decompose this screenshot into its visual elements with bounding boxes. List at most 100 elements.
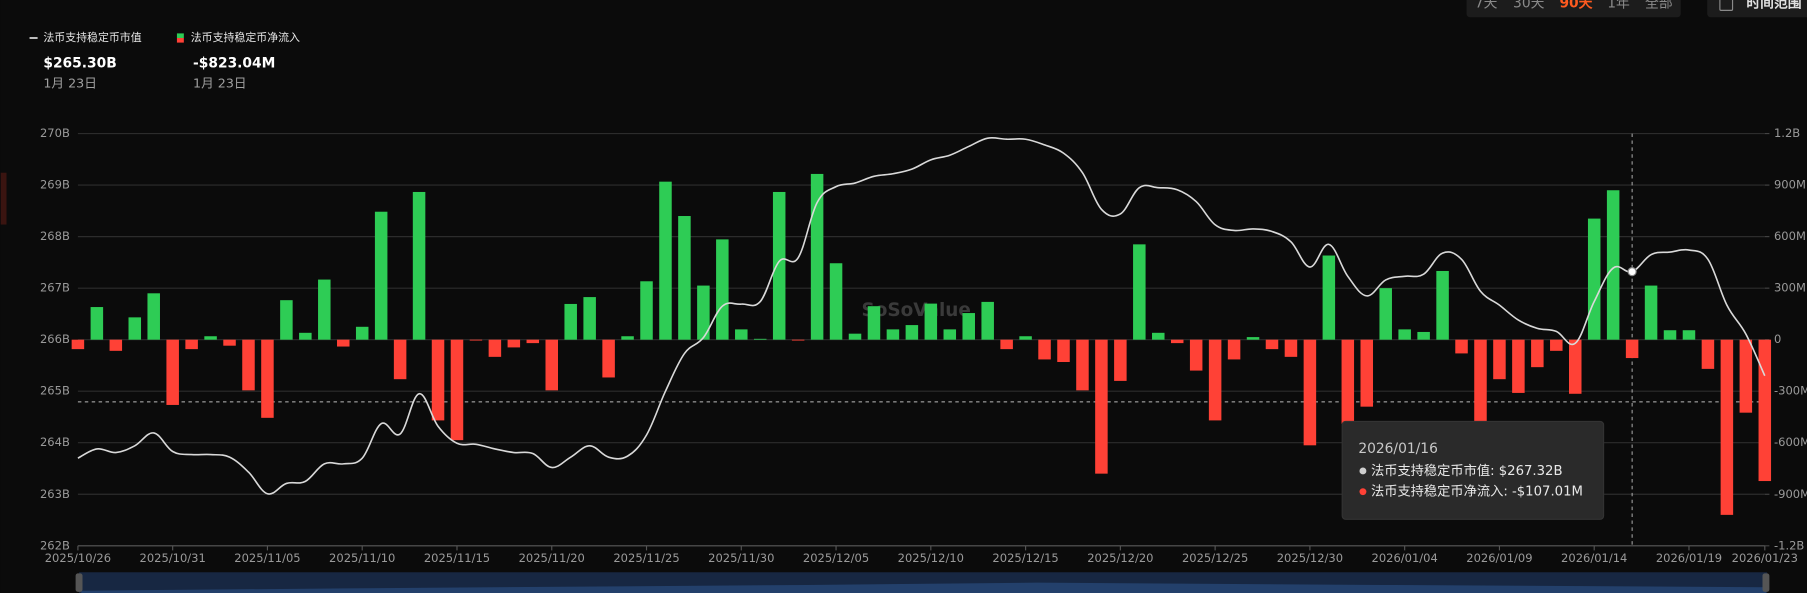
calendar-icon bbox=[1719, 0, 1734, 11]
bar bbox=[810, 173, 824, 340]
bar bbox=[1303, 339, 1317, 446]
x-tick-label: 2025/12/25 bbox=[1182, 551, 1248, 565]
range-selector[interactable]: 时间范围 7天 30天 90天 1年 全部 bbox=[1466, 0, 1807, 18]
range-button[interactable]: 全部 bbox=[1645, 0, 1673, 11]
bar bbox=[128, 317, 142, 340]
y-tick-label: 267B bbox=[40, 281, 70, 295]
tooltip-box bbox=[1341, 420, 1605, 520]
navigator-handle[interactable] bbox=[75, 573, 83, 592]
x-tick-label: 2025/10/31 bbox=[140, 551, 206, 565]
bar bbox=[1208, 339, 1222, 421]
bar bbox=[772, 191, 786, 340]
bar bbox=[848, 333, 862, 340]
bar bbox=[1341, 339, 1355, 424]
bar bbox=[1398, 329, 1411, 340]
y-tick-label: 266B bbox=[40, 332, 70, 346]
bar bbox=[374, 211, 388, 340]
bar bbox=[886, 329, 900, 340]
x-tick-label: 2025/12/30 bbox=[1277, 551, 1343, 565]
bar bbox=[583, 297, 596, 340]
bar bbox=[943, 329, 957, 340]
bar bbox=[1739, 339, 1753, 413]
bar bbox=[507, 339, 521, 348]
y2-tick-label: 0 bbox=[1774, 332, 1781, 346]
x-tick-label: 2026/01/23 bbox=[1732, 551, 1798, 565]
navigator[interactable] bbox=[75, 572, 1770, 593]
bar bbox=[1644, 285, 1658, 340]
bar bbox=[488, 339, 502, 357]
bar bbox=[735, 329, 748, 340]
x-tick-label: 2025/11/30 bbox=[708, 551, 774, 565]
bar bbox=[242, 339, 255, 391]
bar bbox=[1360, 339, 1374, 407]
x-tick-label: 2025/11/15 bbox=[424, 551, 490, 565]
y-tick-label: 265B bbox=[40, 384, 70, 398]
bar bbox=[431, 339, 445, 421]
bar bbox=[1474, 339, 1487, 423]
y2-tick-label: 600M bbox=[1774, 229, 1806, 243]
y-tick-label: 263B bbox=[40, 487, 70, 501]
bar bbox=[1417, 331, 1430, 340]
bar bbox=[753, 338, 767, 340]
tooltip-row: 法币支持稳定币净流入: -$107.01M bbox=[1371, 484, 1583, 500]
bar bbox=[337, 339, 350, 347]
bar bbox=[109, 339, 123, 351]
range-button[interactable]: 7天 bbox=[1475, 0, 1498, 11]
bar bbox=[1170, 339, 1184, 344]
bar bbox=[1038, 339, 1051, 360]
navigator-handle[interactable] bbox=[1762, 573, 1770, 592]
bar bbox=[791, 339, 805, 341]
bar bbox=[905, 325, 919, 340]
summary-value: -$823.04M bbox=[193, 55, 275, 71]
tooltip-dot bbox=[1359, 488, 1367, 496]
bar bbox=[1246, 337, 1260, 340]
bar bbox=[1152, 332, 1165, 340]
y-tick-label: 268B bbox=[40, 229, 70, 243]
bar bbox=[602, 339, 615, 378]
bar bbox=[867, 306, 881, 340]
bar bbox=[1663, 330, 1677, 340]
bar bbox=[1550, 339, 1563, 351]
bar bbox=[166, 339, 179, 405]
bar bbox=[526, 339, 540, 344]
hover-point bbox=[1627, 267, 1637, 277]
legend-label: 法币支持稳定币市值 bbox=[43, 30, 141, 44]
x-tick-label: 2026/01/04 bbox=[1372, 551, 1438, 565]
bar bbox=[1133, 244, 1146, 340]
bar bbox=[697, 285, 710, 340]
x-tick-label: 2025/12/15 bbox=[992, 551, 1058, 565]
bar bbox=[412, 191, 426, 340]
tooltip-row: 法币支持稳定币市值: $267.32B bbox=[1371, 462, 1563, 479]
bar bbox=[1436, 270, 1449, 340]
bar bbox=[204, 336, 217, 340]
y-tick-label: 270B bbox=[40, 126, 70, 140]
bar bbox=[1493, 339, 1506, 380]
range-button[interactable]: 1年 bbox=[1607, 0, 1630, 11]
bar bbox=[1114, 339, 1127, 381]
y2-tick-label: 300M bbox=[1774, 281, 1806, 295]
bar bbox=[1606, 190, 1620, 340]
bar bbox=[1000, 339, 1013, 350]
summary-value: $265.30B bbox=[43, 55, 116, 71]
bar bbox=[659, 181, 672, 340]
legend-swatch bbox=[176, 33, 184, 38]
x-tick-label: 2025/12/05 bbox=[803, 551, 869, 565]
bar bbox=[355, 326, 369, 340]
y-tick-label: 264B bbox=[40, 435, 70, 449]
range-button[interactable]: 90天 bbox=[1559, 0, 1592, 11]
tooltip-dot bbox=[1359, 467, 1367, 475]
bar bbox=[1758, 339, 1772, 482]
x-tick-label: 2026/01/14 bbox=[1561, 551, 1627, 565]
bar bbox=[545, 339, 559, 391]
tooltip: 2026/01/16 法币支持稳定币市值: $267.32B 法币支持稳定币净流入:… bbox=[1341, 420, 1605, 520]
y2-tick-label: -1.2B bbox=[1774, 538, 1804, 552]
bar bbox=[1322, 255, 1336, 340]
tooltip-title: 2026/01/16 bbox=[1358, 441, 1438, 457]
range-button[interactable]: 30天 bbox=[1513, 0, 1545, 11]
bar bbox=[564, 303, 577, 340]
bar bbox=[261, 339, 274, 418]
date-range-button[interactable]: 时间范围 bbox=[1746, 0, 1801, 11]
bar bbox=[1587, 218, 1601, 340]
bar bbox=[299, 332, 312, 340]
bar bbox=[1531, 339, 1544, 368]
